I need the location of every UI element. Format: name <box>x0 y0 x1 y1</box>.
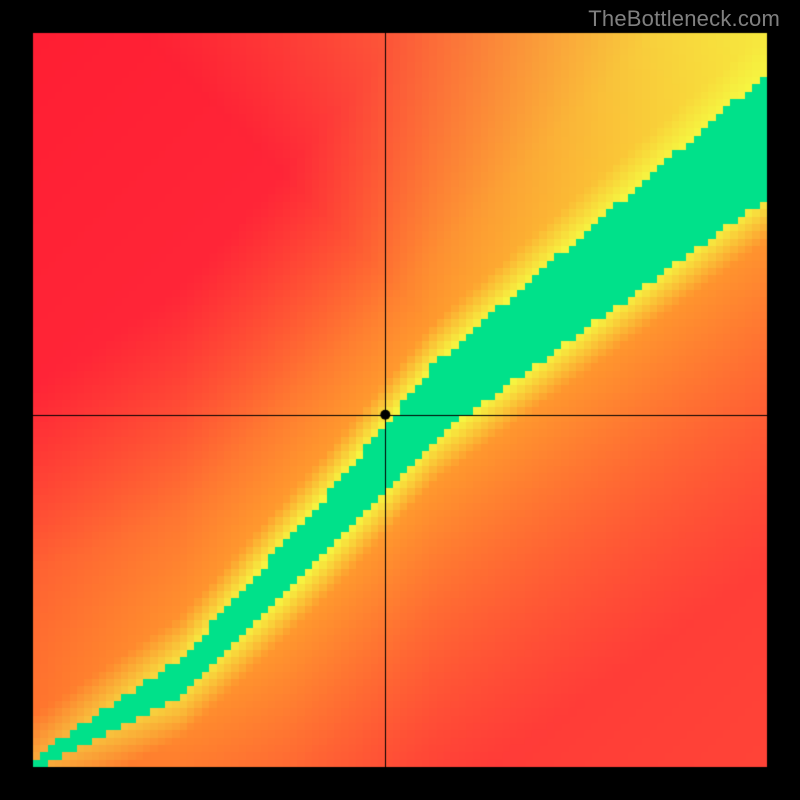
watermark-text: TheBottleneck.com <box>588 6 780 32</box>
bottleneck-heatmap <box>0 0 800 800</box>
chart-container: TheBottleneck.com <box>0 0 800 800</box>
